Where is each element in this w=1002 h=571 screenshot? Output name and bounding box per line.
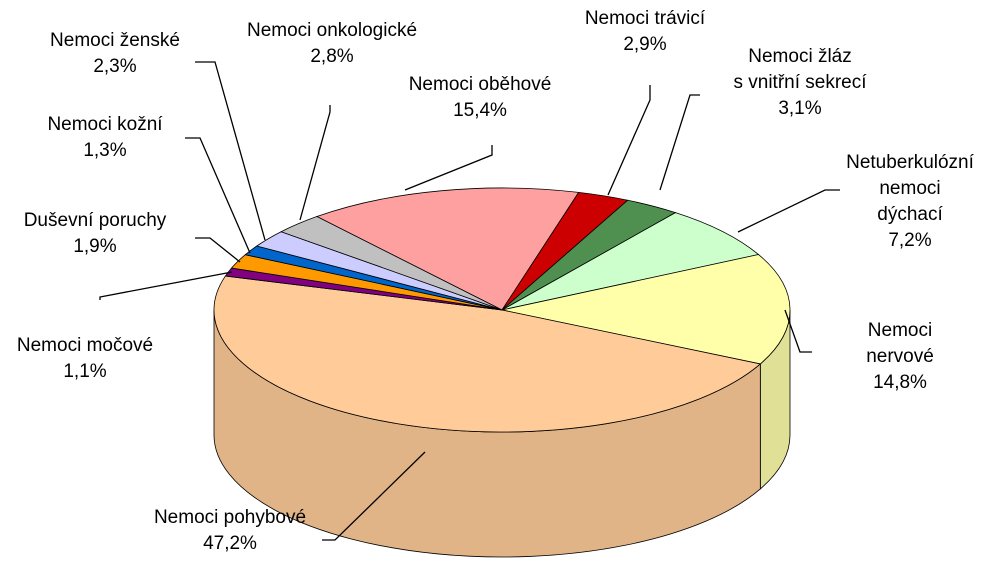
leader-line (322, 451, 426, 541)
value-label: 1,3% (83, 140, 127, 161)
slice-label: Nemoci onkologické 2,8% (247, 18, 417, 70)
slice-label: Nemoci žláz s vnitřní sekrecí 3,1% (733, 44, 866, 122)
leader-line (784, 309, 812, 353)
leader-line (185, 137, 251, 254)
category-label: Nemoci oběhové (408, 74, 552, 95)
value-label: 14,8% (873, 372, 927, 393)
leader-line (99, 271, 233, 300)
slice (213, 275, 762, 433)
slice-label: Nemoci močové 1,1% (17, 333, 153, 385)
value-label: 1,1% (63, 361, 107, 382)
category-label: Nemoci pohybové (153, 507, 307, 528)
slice (280, 216, 503, 311)
leader-line (195, 237, 241, 263)
category-label: Nemoci onkologické (246, 20, 418, 41)
category-label: Nemoci nervové (866, 320, 934, 367)
leader-line (737, 189, 840, 233)
value-label: 15,4% (453, 100, 507, 121)
slice-label: Nemoci nervové 14,8% (849, 318, 951, 396)
leader-line (195, 61, 266, 241)
category-label: Netuberkulózní nemoci dýchací (846, 152, 974, 225)
slice-label: Netuberkulózní nemoci dýchací 7,2% (846, 150, 974, 254)
category-label: Nemoci trávicí (584, 8, 706, 29)
slice-label: Nemoci ženské 2,3% (50, 28, 180, 80)
slice-label: Nemoci oběhové 15,4% (409, 72, 552, 124)
leader-line (299, 105, 331, 221)
value-label: 7,2% (888, 230, 932, 251)
category-label: Nemoci ženské (50, 30, 180, 51)
slice (501, 212, 760, 311)
slice (315, 187, 580, 311)
leaders (99, 61, 840, 541)
value-label: 2,9% (623, 34, 667, 55)
category-label: Nemoci močové (16, 335, 154, 356)
slice-label: Nemoci kožní 1,3% (47, 112, 162, 164)
value-label: 3,1% (778, 98, 822, 119)
value-label: 1,9% (73, 236, 117, 257)
sides (213, 309, 791, 558)
value-label: 2,8% (310, 46, 354, 67)
slice-label: Nemoci trávicí 2,9% (585, 6, 705, 58)
slice-label: Nemoci pohybové 47,2% (154, 505, 306, 557)
leader-line (404, 145, 493, 191)
category-label: Nemoci kožní (47, 114, 163, 135)
slice (501, 254, 791, 365)
category-label: Nemoci žláz s vnitřní sekrecí (733, 46, 867, 93)
value-label: 47,2% (203, 533, 257, 554)
leader-line (607, 85, 651, 196)
value-label: 2,3% (93, 56, 137, 77)
leader-line (659, 94, 700, 191)
tops (213, 187, 791, 433)
category-label: Duševní poruchy (23, 210, 167, 231)
slice-label: Duševní poruchy 1,9% (24, 208, 167, 260)
